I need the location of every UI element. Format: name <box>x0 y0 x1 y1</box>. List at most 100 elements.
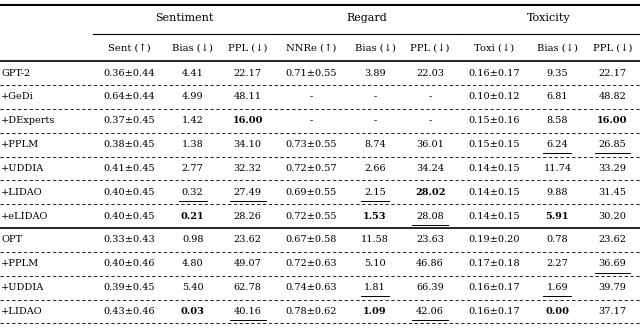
Text: 0.15±0.15: 0.15±0.15 <box>468 140 520 149</box>
Text: 0.74±0.63: 0.74±0.63 <box>285 283 337 292</box>
Text: 0.10±0.12: 0.10±0.12 <box>468 92 520 102</box>
Text: 0.64±0.44: 0.64±0.44 <box>103 92 155 102</box>
Text: 0.72±0.57: 0.72±0.57 <box>285 164 337 173</box>
Text: 42.06: 42.06 <box>416 307 444 316</box>
Text: 49.07: 49.07 <box>234 259 262 268</box>
Text: 0.78±0.62: 0.78±0.62 <box>285 307 337 316</box>
Text: 0.69±0.55: 0.69±0.55 <box>285 188 337 197</box>
Text: +LIDAO: +LIDAO <box>1 188 43 197</box>
Text: 0.39±0.45: 0.39±0.45 <box>103 283 155 292</box>
Text: 0.67±0.58: 0.67±0.58 <box>285 235 337 245</box>
Text: 1.09: 1.09 <box>364 307 387 316</box>
Text: 0.71±0.55: 0.71±0.55 <box>285 69 337 78</box>
Text: 0.37±0.45: 0.37±0.45 <box>103 116 155 125</box>
Text: 1.38: 1.38 <box>182 140 204 149</box>
Text: 31.45: 31.45 <box>598 188 627 197</box>
Text: 39.79: 39.79 <box>598 283 627 292</box>
Text: 46.86: 46.86 <box>416 259 444 268</box>
Text: 8.74: 8.74 <box>364 140 386 149</box>
Text: +LIDAO: +LIDAO <box>1 307 43 316</box>
Text: 2.15: 2.15 <box>364 188 386 197</box>
Text: 6.24: 6.24 <box>547 140 568 149</box>
Text: 2.77: 2.77 <box>182 164 204 173</box>
Text: -: - <box>310 92 313 102</box>
Text: 32.32: 32.32 <box>234 164 262 173</box>
Text: 0.03: 0.03 <box>180 307 205 316</box>
Text: 1.53: 1.53 <box>364 212 387 221</box>
Text: Toxi (↓): Toxi (↓) <box>474 43 514 52</box>
Text: 28.26: 28.26 <box>234 212 262 221</box>
Text: 0.14±0.15: 0.14±0.15 <box>468 212 520 221</box>
Text: Bias (↓): Bias (↓) <box>172 43 213 52</box>
Text: 0.78: 0.78 <box>547 235 568 245</box>
Text: 1.42: 1.42 <box>182 116 204 125</box>
Text: 37.17: 37.17 <box>598 307 627 316</box>
Text: 4.99: 4.99 <box>182 92 204 102</box>
Text: 3.89: 3.89 <box>364 69 386 78</box>
Text: 0.98: 0.98 <box>182 235 204 245</box>
Text: 0.40±0.45: 0.40±0.45 <box>103 212 155 221</box>
Text: +PPLM: +PPLM <box>1 140 40 149</box>
Text: 8.58: 8.58 <box>547 116 568 125</box>
Text: 0.19±0.20: 0.19±0.20 <box>468 235 520 245</box>
Text: Sent (↑): Sent (↑) <box>108 43 150 52</box>
Text: 0.32: 0.32 <box>182 188 204 197</box>
Text: 16.00: 16.00 <box>232 116 263 125</box>
Text: 4.80: 4.80 <box>182 259 204 268</box>
Text: 0.21: 0.21 <box>181 212 204 221</box>
Text: Toxicity: Toxicity <box>527 13 571 23</box>
Text: 28.08: 28.08 <box>416 212 444 221</box>
Text: 2.66: 2.66 <box>364 164 386 173</box>
Text: -: - <box>428 92 432 102</box>
Text: 26.85: 26.85 <box>598 140 627 149</box>
Text: 0.33±0.43: 0.33±0.43 <box>103 235 155 245</box>
Text: 33.29: 33.29 <box>598 164 627 173</box>
Text: 0.40±0.46: 0.40±0.46 <box>103 259 155 268</box>
Text: 0.72±0.63: 0.72±0.63 <box>285 259 337 268</box>
Text: GPT-2: GPT-2 <box>1 69 31 78</box>
Text: 22.17: 22.17 <box>598 69 627 78</box>
Text: 27.49: 27.49 <box>234 188 262 197</box>
Text: PPL (↓): PPL (↓) <box>228 43 268 52</box>
Text: 5.91: 5.91 <box>546 212 569 221</box>
Text: Bias (↓): Bias (↓) <box>537 43 578 52</box>
Text: 1.69: 1.69 <box>547 283 568 292</box>
Text: 66.39: 66.39 <box>416 283 444 292</box>
Text: 0.72±0.55: 0.72±0.55 <box>285 212 337 221</box>
Text: 36.01: 36.01 <box>416 140 444 149</box>
Text: 34.24: 34.24 <box>416 164 444 173</box>
Text: 0.15±0.16: 0.15±0.16 <box>468 116 520 125</box>
Text: 9.35: 9.35 <box>547 69 568 78</box>
Text: 2.27: 2.27 <box>547 259 568 268</box>
Text: 34.10: 34.10 <box>234 140 262 149</box>
Text: 22.17: 22.17 <box>234 69 262 78</box>
Text: 0.41±0.45: 0.41±0.45 <box>103 164 155 173</box>
Text: +UDDIA: +UDDIA <box>1 283 45 292</box>
Text: 11.58: 11.58 <box>361 235 389 245</box>
Text: 48.82: 48.82 <box>598 92 627 102</box>
Text: NNRe (↑): NNRe (↑) <box>286 43 337 52</box>
Text: 0.38±0.45: 0.38±0.45 <box>103 140 155 149</box>
Text: 0.73±0.55: 0.73±0.55 <box>285 140 337 149</box>
Text: 0.40±0.45: 0.40±0.45 <box>103 188 155 197</box>
Text: 48.11: 48.11 <box>234 92 262 102</box>
Text: -: - <box>373 92 377 102</box>
Text: 0.17±0.18: 0.17±0.18 <box>468 259 520 268</box>
Text: -: - <box>310 116 313 125</box>
Text: 23.62: 23.62 <box>598 235 627 245</box>
Text: Sentiment: Sentiment <box>155 13 213 23</box>
Text: 5.40: 5.40 <box>182 283 204 292</box>
Text: 1.81: 1.81 <box>364 283 386 292</box>
Text: +DExperts: +DExperts <box>1 116 56 125</box>
Text: -: - <box>373 116 377 125</box>
Text: 4.41: 4.41 <box>182 69 204 78</box>
Text: 0.16±0.17: 0.16±0.17 <box>468 283 520 292</box>
Text: PPL (↓): PPL (↓) <box>410 43 450 52</box>
Text: 40.16: 40.16 <box>234 307 262 316</box>
Text: 23.62: 23.62 <box>234 235 262 245</box>
Text: PPL (↓): PPL (↓) <box>593 43 632 52</box>
Text: 36.69: 36.69 <box>598 259 627 268</box>
Text: 0.14±0.15: 0.14±0.15 <box>468 164 520 173</box>
Text: 22.03: 22.03 <box>416 69 444 78</box>
Text: 16.00: 16.00 <box>597 116 628 125</box>
